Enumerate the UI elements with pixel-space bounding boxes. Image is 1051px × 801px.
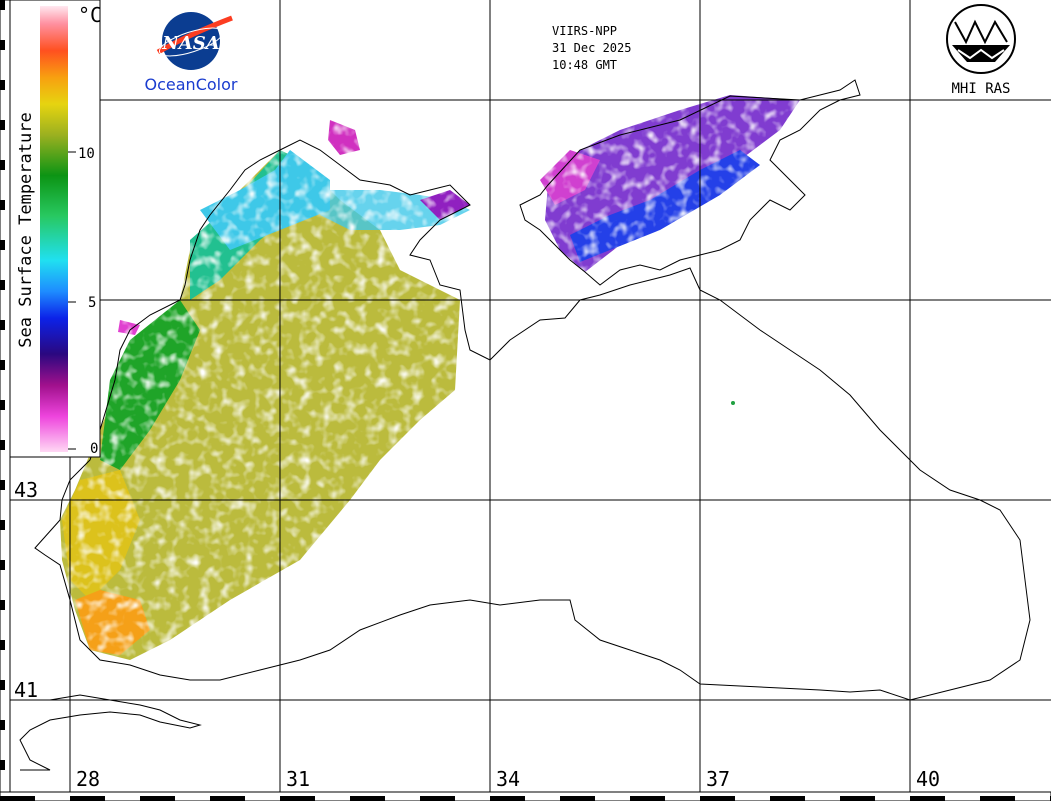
- lat-label-43: 43: [14, 478, 38, 502]
- colorbar-tick-10: 10: [78, 146, 95, 162]
- mhi-ras-logo: MHI RAS: [946, 4, 1016, 97]
- acquisition-time: 10:48 GMT: [552, 58, 617, 72]
- nasa-wordmark: NASA: [161, 33, 219, 54]
- colorbar-unit: °C: [78, 3, 102, 27]
- latitude-labels: 43 41: [14, 478, 38, 702]
- oceancolor-caption: OceanColor: [145, 75, 238, 94]
- longitude-labels: 28 31 34 37 40: [76, 767, 940, 791]
- mhi-ras-caption: MHI RAS: [951, 81, 1010, 97]
- lat-label-41: 41: [14, 678, 38, 702]
- colorbar-title: Sea Surface Temperature: [16, 112, 36, 347]
- acquisition-date: 31 Dec 2025: [552, 41, 631, 55]
- satellite-name: VIIRS-NPP: [552, 24, 617, 38]
- nasa-logo: NASA OceanColor: [145, 12, 238, 94]
- lon-label-31: 31: [286, 767, 310, 791]
- sst-field: [40, 95, 820, 680]
- lon-label-34: 34: [496, 767, 520, 791]
- colorbar: Sea Surface Temperature °C 10 5 0: [9, 0, 102, 458]
- colorbar-tick-5: 5: [88, 295, 96, 311]
- lon-label-37: 37: [706, 767, 730, 791]
- colorbar-tick-0: 0: [90, 441, 98, 457]
- acquisition-header: VIIRS-NPP 31 Dec 2025 10:48 GMT: [552, 24, 631, 72]
- lon-label-40: 40: [916, 767, 940, 791]
- lon-label-28: 28: [76, 767, 100, 791]
- colorbar-gradient: [40, 6, 68, 452]
